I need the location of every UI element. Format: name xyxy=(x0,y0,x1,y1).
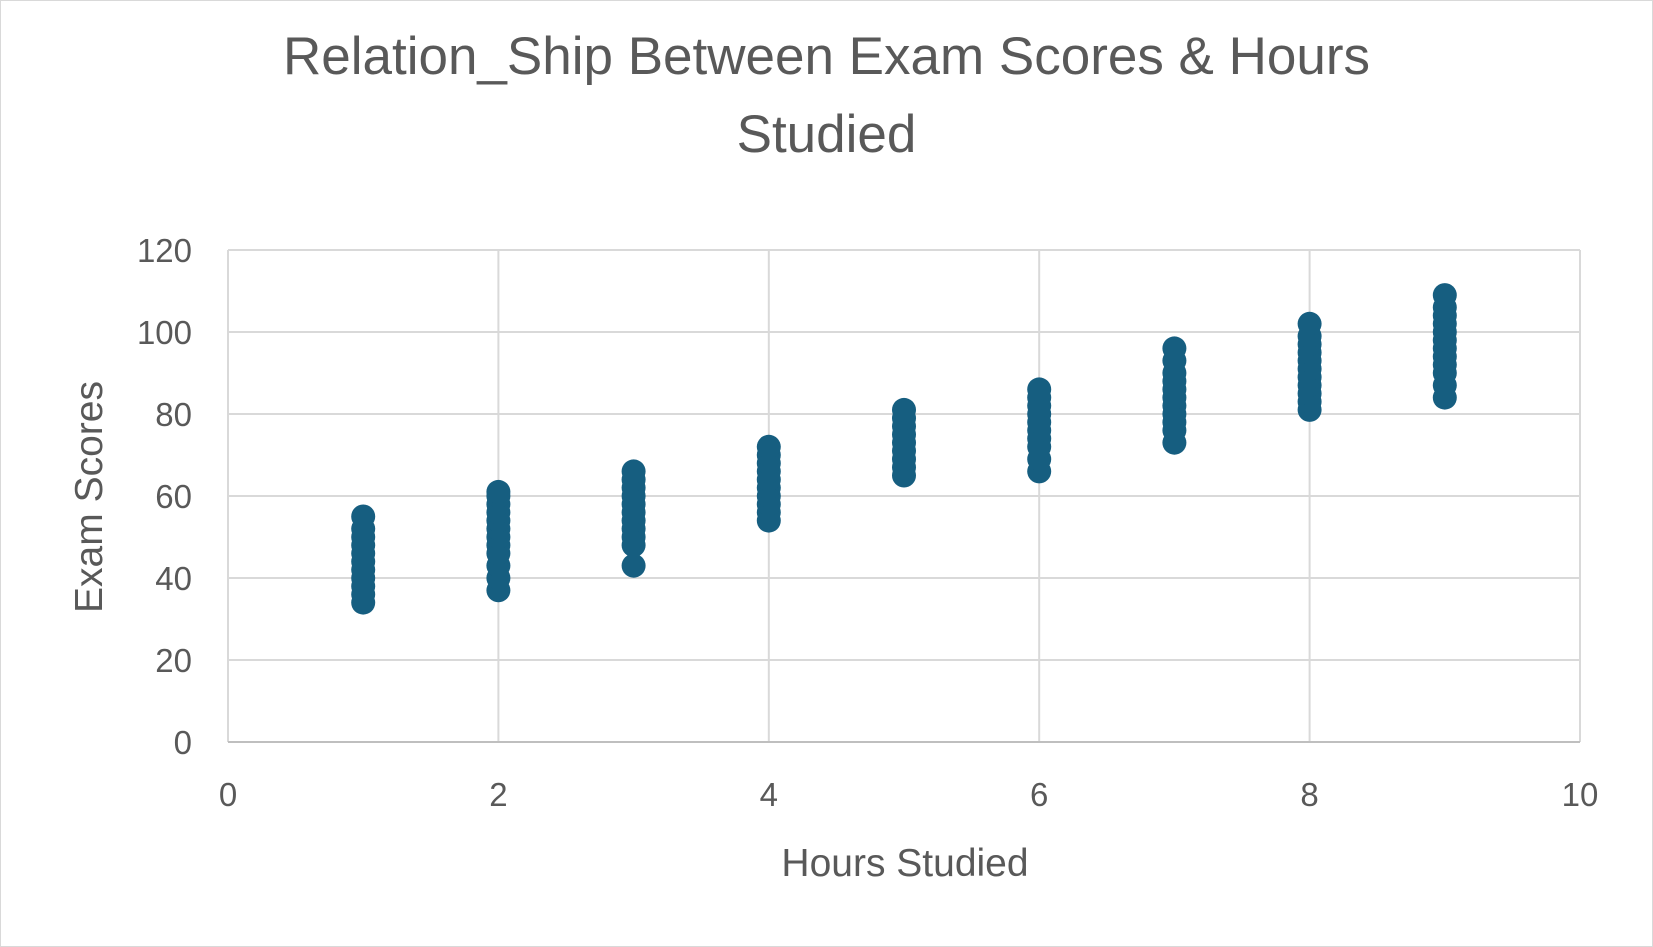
chart-title-line-2: Studied xyxy=(736,105,917,164)
x-axis-title: Hours Studied xyxy=(781,842,1028,885)
data-point xyxy=(1162,336,1187,361)
gridlines xyxy=(227,249,1581,743)
x-tick-label: 2 xyxy=(489,776,507,813)
data-point xyxy=(621,553,646,578)
y-axis-title: Exam Scores xyxy=(68,381,111,613)
x-tick-label: 4 xyxy=(760,776,778,813)
y-tick-label: 40 xyxy=(155,560,192,597)
data-point xyxy=(351,504,376,529)
y-axis-ticks: 0 20 40 60 80 100 120 xyxy=(137,232,192,761)
y-tick-label: 80 xyxy=(155,396,192,433)
chart-title-line-1: Relation_Ship Between Exam Scores & Hour… xyxy=(282,27,1371,86)
data-point xyxy=(756,434,781,459)
data-point xyxy=(621,459,646,484)
data-point xyxy=(1432,283,1457,308)
chart-title: Relation_Ship Between Exam Scores & Hour… xyxy=(0,18,1653,174)
y-tick-label: 100 xyxy=(137,314,192,351)
data-point xyxy=(1297,311,1322,336)
y-tick-label: 60 xyxy=(155,478,192,515)
y-tick-label: 20 xyxy=(155,642,192,679)
x-tick-label: 10 xyxy=(1562,776,1599,813)
x-tick-label: 6 xyxy=(1030,776,1048,813)
data-points xyxy=(351,283,1457,615)
x-tick-label: 0 xyxy=(219,776,237,813)
data-point xyxy=(486,479,511,504)
y-tick-label: 120 xyxy=(137,232,192,269)
data-point xyxy=(892,397,916,422)
y-tick-label: 0 xyxy=(174,724,192,761)
data-point xyxy=(1027,377,1052,402)
x-tick-label: 8 xyxy=(1300,776,1318,813)
x-axis-ticks: 0 2 4 6 8 10 xyxy=(219,776,1599,813)
